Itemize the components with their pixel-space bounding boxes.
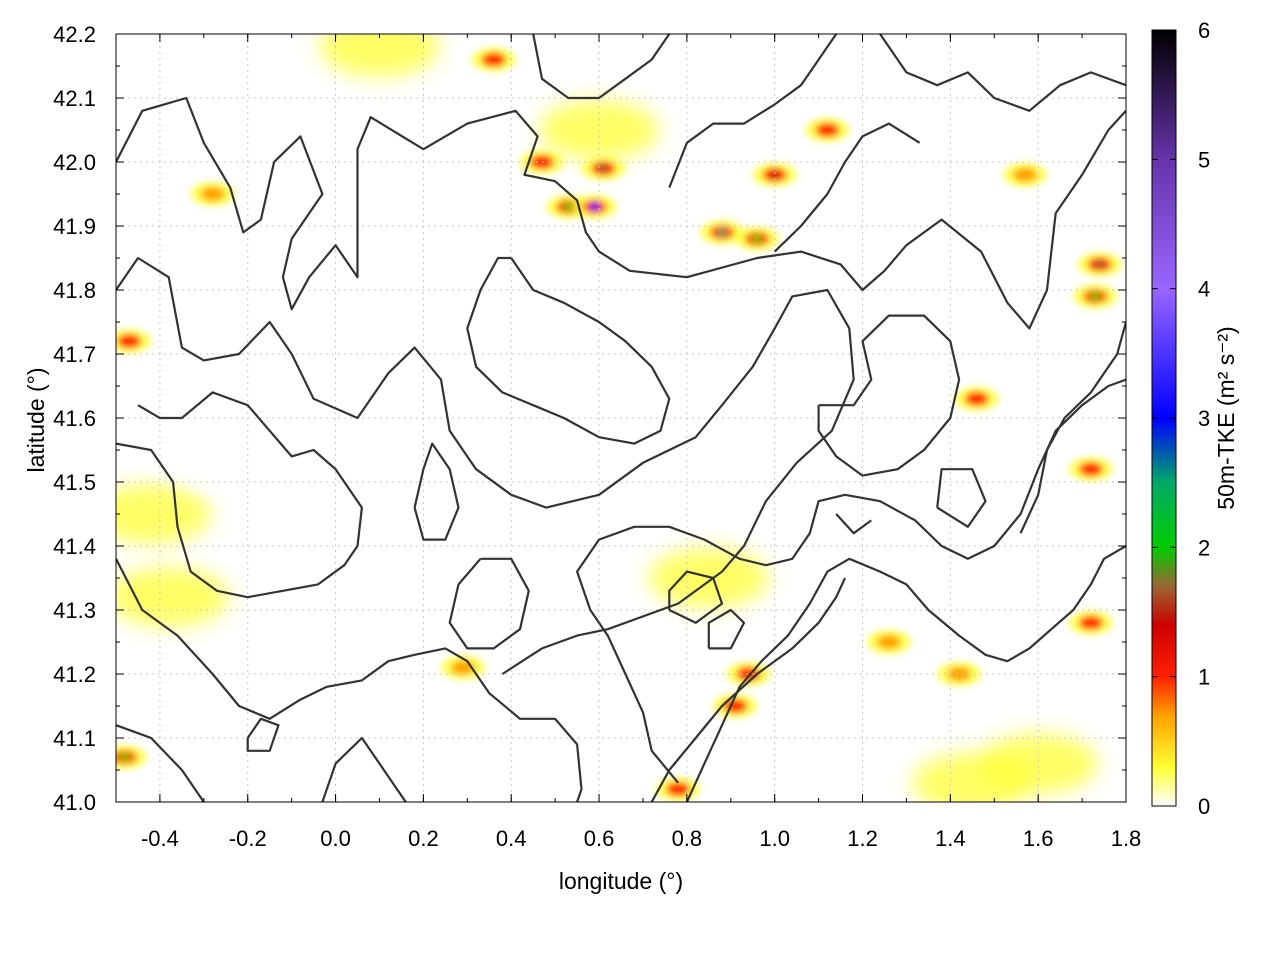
- tke-hotspot: [117, 334, 142, 349]
- x-tick-label: 0.0: [320, 826, 351, 851]
- x-axis-title: longitude (°): [559, 868, 683, 894]
- tke-field: [116, 34, 1122, 802]
- terrain-contour: [835, 513, 872, 535]
- x-tick-label: 1.4: [935, 826, 966, 851]
- colorbar-tick-label: 1: [1198, 665, 1210, 690]
- tke-hotspot: [947, 667, 972, 681]
- y-tick-label: 41.9: [53, 214, 96, 239]
- tke-hotspot-core: [752, 234, 763, 243]
- terrain-contour: [466, 256, 671, 445]
- colorbar-ticks: 0 1 2 3 4 5 6: [1152, 18, 1210, 819]
- x-tick-label: 0.4: [496, 826, 527, 851]
- terrain-contour: [116, 724, 205, 802]
- x-tick-label: 1.2: [847, 826, 878, 851]
- terrain-contour: [773, 122, 921, 253]
- y-tick-label: 42.1: [53, 86, 96, 111]
- tke-hotspot: [1078, 462, 1103, 477]
- y-tick-label: 41.2: [53, 662, 96, 687]
- terrain-contour: [1019, 321, 1126, 534]
- tke-hotspot: [200, 187, 225, 201]
- tke-hotspot-core: [589, 202, 600, 211]
- y-tick-label: 42.2: [53, 22, 96, 47]
- tke-hotspot: [529, 155, 554, 169]
- tke-patch: [165, 420, 286, 480]
- x-tick-label: -0.4: [141, 826, 179, 851]
- tke-patch: [846, 388, 967, 448]
- tke-patch: [780, 452, 901, 512]
- grid: [116, 34, 1126, 802]
- x-tick-label: 0.2: [408, 826, 439, 851]
- terrain-contour: [116, 96, 1126, 330]
- colorbar-tick-label: 6: [1198, 18, 1210, 43]
- y-tick-label: 41.5: [53, 470, 96, 495]
- tke-patch: [116, 484, 212, 544]
- tke-hotspot-core: [1090, 292, 1101, 301]
- terrain-contour: [116, 256, 855, 675]
- terrain-contour: [879, 34, 1126, 112]
- x-tick-label: -0.2: [229, 826, 267, 851]
- y-tick-label: 41.1: [53, 726, 96, 751]
- tke-hotspot: [666, 782, 691, 797]
- colorbar-tick-label: 3: [1198, 406, 1210, 431]
- x-tick-label: 1.0: [759, 826, 790, 851]
- colorbar-label: 50m-TKE (m² s⁻²): [1213, 326, 1239, 509]
- tke-hotspot-core: [717, 228, 727, 237]
- tke-hotspot-core: [769, 170, 780, 179]
- tke-hotspot: [876, 635, 901, 649]
- tke-hotspot: [815, 123, 840, 137]
- terrain-contours: [116, 34, 1126, 802]
- terrain-contour: [685, 545, 1126, 802]
- x-tick-label: 0.8: [672, 826, 703, 851]
- colorbar-tick-label: 5: [1198, 147, 1210, 172]
- tke-patch: [503, 368, 624, 429]
- terrain-contour: [532, 34, 671, 100]
- terrain-contour: [668, 34, 838, 189]
- terrain-contour: [707, 608, 746, 650]
- x-tick-label: 0.6: [584, 826, 615, 851]
- tke-hotspot: [964, 391, 989, 406]
- x-axis: -0.4 -0.2 0.0 0.2 0.4 0.6 0.8 1.0 1.2 1.4 1.6 1.8: [115, 34, 1142, 851]
- tke-hotspot-core: [119, 753, 130, 762]
- terrain-contour: [936, 468, 987, 528]
- y-axis-title: latitude (°): [23, 367, 49, 472]
- tke-hotspot: [1013, 167, 1037, 182]
- tke-patch: [319, 34, 440, 77]
- terrain-contour: [116, 558, 583, 802]
- y-tick-label: 42.0: [53, 150, 96, 175]
- tke-hotspot-core: [563, 202, 574, 211]
- x-tick-label: 1.8: [1111, 826, 1142, 851]
- terrain-contour: [448, 557, 530, 650]
- colorbar: 0 1 2 3 4 5 6 50m-TKE (m² s⁻²): [1151, 18, 1239, 819]
- terrain-contour: [817, 314, 961, 477]
- tke-hotspot: [1078, 615, 1103, 630]
- tke-hotspot: [481, 52, 506, 67]
- y-tick-label: 41.8: [53, 278, 96, 303]
- tke-hotspot-core: [598, 164, 609, 173]
- terrain-contour: [576, 378, 1126, 784]
- terrain-contour: [668, 570, 724, 624]
- y-axis: 41.0 41.1 41.2 41.3 41.4 41.5 41.6 41.7 41.8 41.9…: [53, 22, 1126, 815]
- terrain-contour: [321, 736, 407, 802]
- y-tick-label: 41.4: [53, 534, 96, 559]
- colorbar-tick-label: 0: [1198, 794, 1210, 819]
- terrain-contour: [246, 717, 280, 752]
- y-tick-label: 41.3: [53, 598, 96, 623]
- tke-patch: [116, 567, 229, 628]
- y-tick-label: 41.0: [53, 790, 96, 815]
- colorbar-tick-label: 2: [1198, 535, 1210, 560]
- tke-patch: [912, 752, 1033, 802]
- terrain-contour: [650, 577, 846, 802]
- x-tick-label: 1.6: [1023, 826, 1054, 851]
- y-tick-label: 41.6: [53, 406, 96, 431]
- terrain-contour: [116, 391, 363, 599]
- y-tick-label: 41.7: [53, 342, 96, 367]
- terrain-contour: [413, 442, 460, 541]
- colorbar-tick-label: 4: [1198, 277, 1210, 302]
- tke-hotspot-core: [1094, 260, 1105, 269]
